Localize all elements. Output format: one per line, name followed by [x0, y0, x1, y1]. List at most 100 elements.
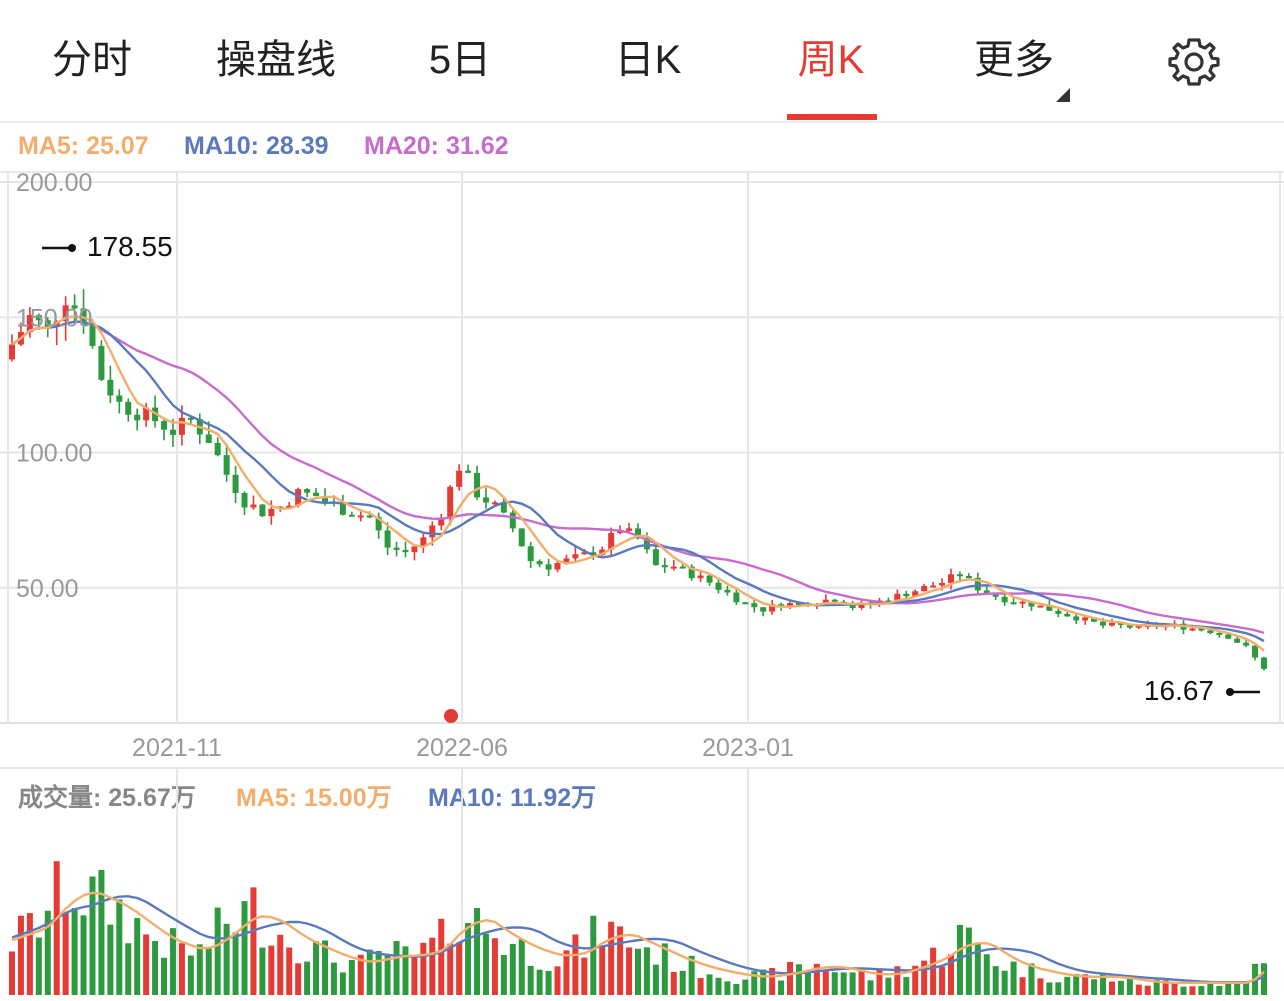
candle-body [974, 577, 981, 591]
volume-bar [1073, 973, 1080, 995]
candle-body [1216, 632, 1223, 635]
candle-body [35, 315, 42, 321]
volume-bar [277, 934, 284, 995]
max-price-label: 178.55 [87, 231, 173, 262]
candle-body [715, 582, 722, 590]
volume-bar [339, 972, 346, 995]
volume-bar [509, 943, 516, 995]
candle-body [930, 585, 937, 588]
candle-body [626, 528, 633, 531]
candle-body [760, 607, 767, 612]
candle-body [885, 600, 892, 603]
candle-body [563, 558, 570, 564]
volume-bar [885, 977, 892, 995]
candle-body [1126, 624, 1133, 628]
candle-body [983, 590, 990, 594]
candle-body [1091, 617, 1098, 622]
volume-bar [152, 941, 159, 995]
candle-body [107, 379, 114, 396]
volume-bar [169, 928, 176, 995]
candle-body [742, 602, 749, 605]
candle-body [1108, 622, 1115, 626]
volume-bar [894, 966, 901, 995]
tab-daily-k[interactable]: 日K [614, 38, 682, 82]
volume-bar [393, 941, 400, 995]
candle-body [679, 566, 686, 569]
candle-body [1207, 630, 1214, 633]
volume-bar [527, 965, 534, 995]
candle-body [304, 489, 311, 493]
y-tick-label: 50.00 [16, 575, 79, 603]
tab-weekly-k[interactable]: 周K [797, 38, 865, 82]
volume-bar [876, 968, 883, 995]
volume-bar [178, 943, 185, 995]
candle-body [921, 585, 928, 592]
volume-bar [635, 948, 641, 995]
volume-bar [751, 971, 758, 995]
candle-body [724, 589, 731, 593]
volume-bar [1153, 979, 1160, 995]
volume-bar [617, 926, 624, 995]
volume-bar [107, 924, 114, 995]
volume-bar [429, 937, 436, 995]
tab-5-day[interactable]: 5日 [428, 38, 492, 82]
volume-bar [939, 966, 946, 995]
candle-body [939, 582, 946, 586]
candle-body [366, 515, 373, 518]
volume-bar [643, 947, 650, 995]
candle-body [241, 492, 248, 508]
gear-icon[interactable] [1166, 34, 1222, 90]
volume-bar [518, 939, 525, 995]
candle-body [1261, 657, 1267, 669]
volume-bar [813, 963, 820, 995]
volume-bar [688, 955, 695, 995]
tab-more[interactable]: 更多 [974, 38, 1054, 82]
volume-bar [143, 934, 150, 995]
volume-bar [1180, 986, 1187, 995]
tab-trading-line[interactable]: 操盘线 [216, 38, 336, 82]
candle-body [187, 417, 194, 420]
volume-bar [89, 876, 96, 995]
candle-body [482, 497, 489, 503]
candle-body [474, 472, 481, 498]
volume-bar [1028, 963, 1035, 995]
volume-bar [795, 964, 802, 995]
candle-body [143, 407, 150, 421]
volume-bar [205, 948, 212, 995]
volume-bar [1216, 985, 1223, 995]
candle-body [402, 549, 409, 553]
volume-bar [948, 954, 954, 995]
candle-body [161, 421, 168, 430]
volume-bar [769, 968, 776, 995]
volume-bar [402, 946, 409, 995]
more-dropdown-caret-icon [1056, 88, 1070, 102]
candle-body [1073, 616, 1080, 621]
candle-body [268, 508, 275, 517]
candle-body [125, 401, 132, 415]
volume-bar [742, 979, 749, 995]
candle-body [500, 502, 507, 513]
candle-body [98, 345, 105, 380]
volume-bar [268, 945, 275, 995]
candle-body [992, 593, 999, 597]
volume-bar [465, 922, 472, 995]
volume-bar [706, 974, 713, 995]
volume-bar [53, 861, 60, 995]
candle-body [518, 528, 525, 547]
candle-body [1028, 601, 1035, 607]
volume-bar [35, 937, 42, 995]
legend-ma20: MA20: 31.62 [364, 132, 509, 160]
volume-bar [357, 954, 364, 995]
candle-body [447, 486, 454, 518]
tab-intraday[interactable]: 分时 [52, 38, 132, 82]
volume-bar [590, 915, 597, 995]
volume-bar [715, 977, 722, 995]
candle-body [250, 504, 257, 508]
candle-body [411, 546, 418, 553]
x-tick-label: 2021-11 [132, 734, 222, 762]
candle-body [259, 504, 266, 517]
legend-ma5: MA5: 25.07 [18, 132, 149, 160]
volume-bar [1100, 972, 1107, 995]
volume-bar [366, 949, 373, 995]
